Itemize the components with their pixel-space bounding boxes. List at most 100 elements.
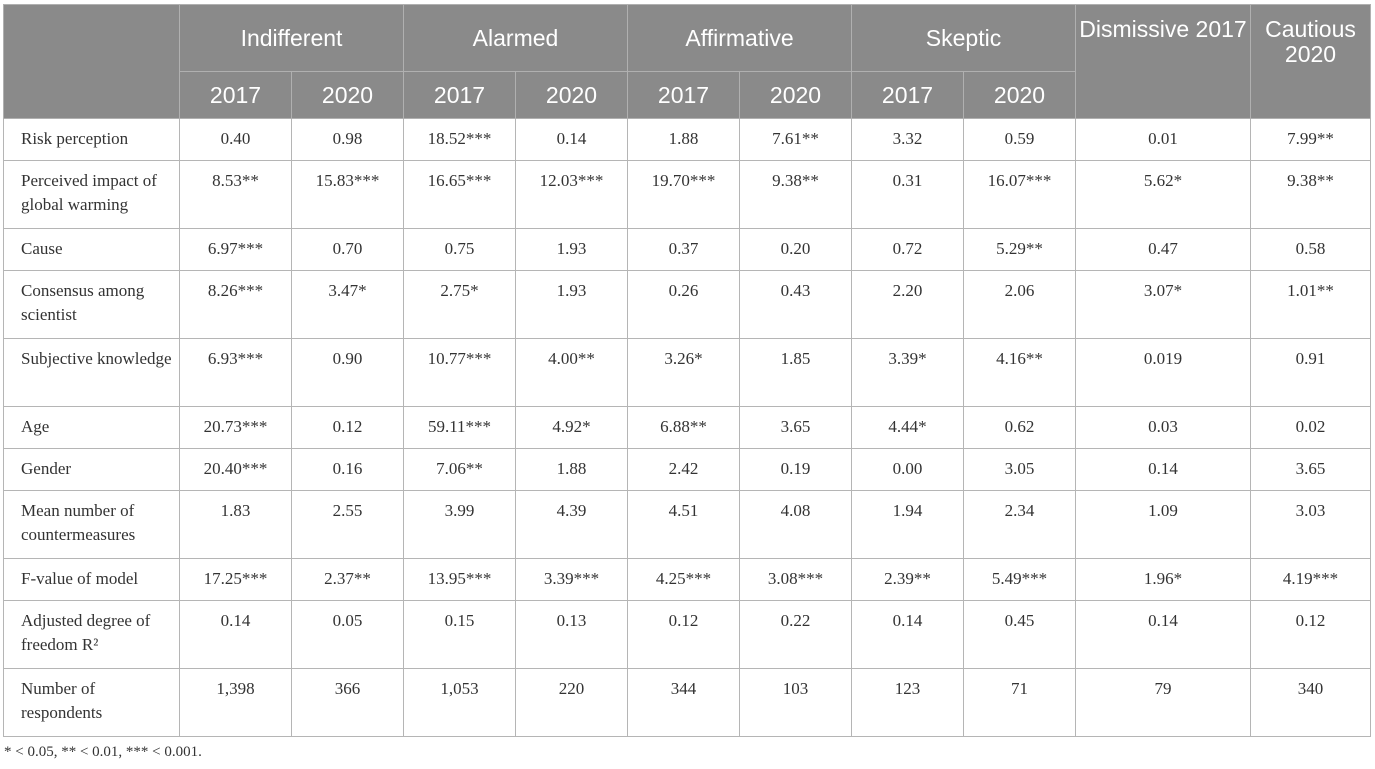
value-cell: 2.55 — [291, 490, 404, 559]
table-row: Cause 6.97*** 0.70 0.75 1.93 0.37 0.20 0.72 5.29… — [3, 228, 1371, 271]
value-cell: 5.49*** — [963, 558, 1076, 601]
value-cell: 16.65*** — [403, 160, 516, 229]
row-label: Subjective knowledge — [3, 338, 180, 407]
value-cell: 16.07*** — [963, 160, 1076, 229]
value-cell: 1,053 — [403, 668, 516, 737]
value-cell: 9.38** — [1250, 160, 1371, 229]
value-cell: 0.13 — [515, 600, 628, 669]
value-cell: 3.47* — [291, 270, 404, 339]
value-cell: 71 — [963, 668, 1076, 737]
single-group-header: Cautious 2020 — [1250, 4, 1371, 119]
value-cell: 220 — [515, 668, 628, 737]
value-cell: 3.07* — [1075, 270, 1251, 339]
group-header: Affirmative — [627, 4, 852, 72]
table-body: Risk perception 0.40 0.98 18.52*** 0.14 1.88 7… — [3, 118, 1371, 737]
value-cell: 0.14 — [851, 600, 964, 669]
value-cell: 2.20 — [851, 270, 964, 339]
value-cell: 3.26* — [627, 338, 740, 407]
value-cell: 0.91 — [1250, 338, 1371, 407]
value-cell: 8.53** — [179, 160, 292, 229]
value-cell: 6.93*** — [179, 338, 292, 407]
value-cell: 20.40*** — [179, 448, 292, 491]
value-cell: 79 — [1075, 668, 1251, 737]
value-cell: 3.99 — [403, 490, 516, 559]
row-label: Gender — [3, 448, 180, 491]
value-cell: 15.83*** — [291, 160, 404, 229]
value-cell: 9.38** — [739, 160, 852, 229]
table-row: F-value of model 17.25*** 2.37** 13.95*** 3.… — [3, 558, 1371, 601]
row-label: Number of respondents — [3, 668, 180, 737]
value-cell: 12.03*** — [515, 160, 628, 229]
table-row: Number of respondents 1,398 366 1,053 220 344… — [3, 668, 1371, 737]
value-cell: 103 — [739, 668, 852, 737]
year-header: 2017 — [179, 71, 292, 119]
row-label: Age — [3, 406, 180, 449]
group-header: Indifferent — [179, 4, 404, 72]
value-cell: 0.02 — [1250, 406, 1371, 449]
year-header: 2020 — [515, 71, 628, 119]
value-cell: 0.03 — [1075, 406, 1251, 449]
value-cell: 0.16 — [291, 448, 404, 491]
value-cell: 340 — [1250, 668, 1371, 737]
value-cell: 0.20 — [739, 228, 852, 271]
value-cell: 8.26*** — [179, 270, 292, 339]
value-cell: 1.93 — [515, 228, 628, 271]
value-cell: 0.72 — [851, 228, 964, 271]
row-label: Cause — [3, 228, 180, 271]
value-cell: 0.70 — [291, 228, 404, 271]
year-header: 2020 — [739, 71, 852, 119]
year-header: 2017 — [627, 71, 740, 119]
value-cell: 3.08*** — [739, 558, 852, 601]
row-label: Perceived impact of global warming — [3, 160, 180, 229]
value-cell: 0.05 — [291, 600, 404, 669]
group-header: Skeptic — [851, 4, 1076, 72]
value-cell: 3.05 — [963, 448, 1076, 491]
table-header: Indifferent Alarmed Affirmative Skeptic … — [3, 4, 1371, 119]
value-cell: 1.09 — [1075, 490, 1251, 559]
year-header: 2017 — [403, 71, 516, 119]
value-cell: 2.39** — [851, 558, 964, 601]
value-cell: 19.70*** — [627, 160, 740, 229]
value-cell: 4.44* — [851, 406, 964, 449]
value-cell: 1.83 — [179, 490, 292, 559]
value-cell: 0.45 — [963, 600, 1076, 669]
value-cell: 0.90 — [291, 338, 404, 407]
value-cell: 5.62* — [1075, 160, 1251, 229]
table-row: Gender 20.40*** 0.16 7.06** 1.88 2.42 0.19 0.00… — [3, 448, 1371, 491]
value-cell: 0.40 — [179, 118, 292, 161]
year-header: 2017 — [851, 71, 964, 119]
value-cell: 0.37 — [627, 228, 740, 271]
value-cell: 0.14 — [515, 118, 628, 161]
value-cell: 4.25*** — [627, 558, 740, 601]
group-header: Alarmed — [403, 4, 628, 72]
row-label: F-value of model — [3, 558, 180, 601]
value-cell: 4.00** — [515, 338, 628, 407]
value-cell: 0.01 — [1075, 118, 1251, 161]
value-cell: 4.08 — [739, 490, 852, 559]
value-cell: 0.58 — [1250, 228, 1371, 271]
value-cell: 0.14 — [179, 600, 292, 669]
value-cell: 2.75* — [403, 270, 516, 339]
value-cell: 3.65 — [739, 406, 852, 449]
value-cell: 3.65 — [1250, 448, 1371, 491]
value-cell: 3.39*** — [515, 558, 628, 601]
value-cell: 0.14 — [1075, 448, 1251, 491]
value-cell: 0.22 — [739, 600, 852, 669]
value-cell: 0.98 — [291, 118, 404, 161]
results-table: Indifferent Alarmed Affirmative Skeptic … — [3, 4, 1371, 737]
value-cell: 3.39* — [851, 338, 964, 407]
value-cell: 1.93 — [515, 270, 628, 339]
value-cell: 1.88 — [515, 448, 628, 491]
value-cell: 59.11*** — [403, 406, 516, 449]
value-cell: 2.06 — [963, 270, 1076, 339]
value-cell: 17.25*** — [179, 558, 292, 601]
value-cell: 0.12 — [291, 406, 404, 449]
value-cell: 366 — [291, 668, 404, 737]
value-cell: 2.42 — [627, 448, 740, 491]
value-cell: 0.75 — [403, 228, 516, 271]
value-cell: 4.51 — [627, 490, 740, 559]
value-cell: 7.99** — [1250, 118, 1371, 161]
value-cell: 3.03 — [1250, 490, 1371, 559]
value-cell: 2.34 — [963, 490, 1076, 559]
single-group-header: Dismissive 2017 — [1075, 4, 1251, 119]
